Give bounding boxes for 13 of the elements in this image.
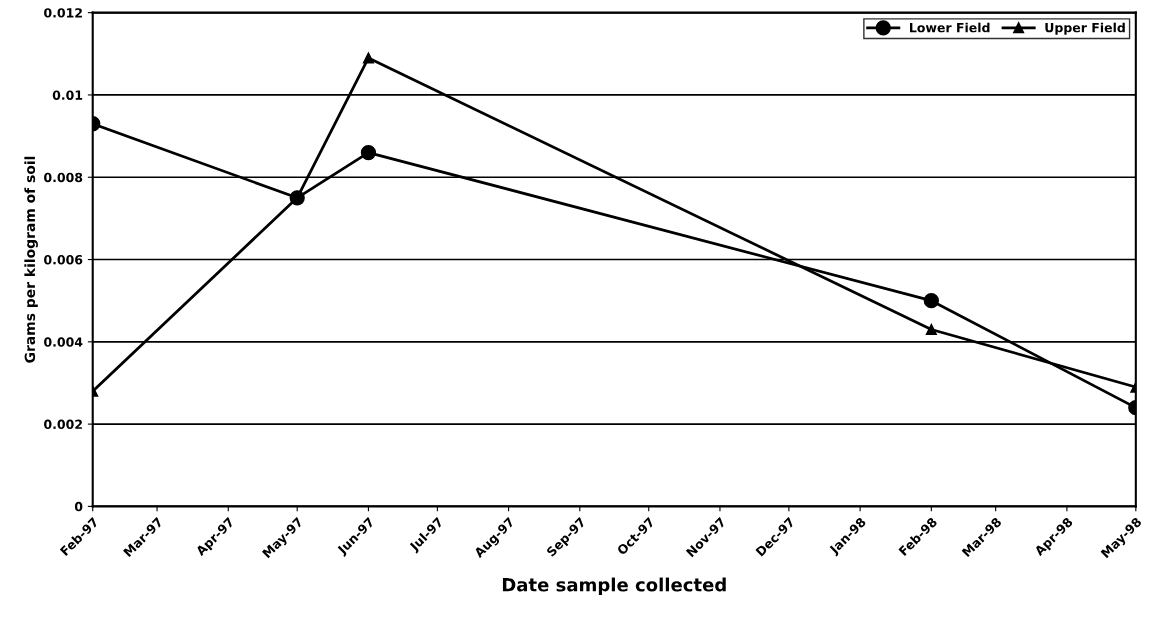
y-tick-label: 0.006 <box>44 255 83 265</box>
y-tick-label: 0 <box>74 501 83 512</box>
point <box>360 144 377 161</box>
y-tick-label: 0.004 <box>44 337 83 347</box>
point <box>923 293 939 309</box>
y-tick-label: 0.008 <box>44 172 83 183</box>
y-tick-label: 0.002 <box>44 419 82 430</box>
legend-label: Lower Field <box>910 22 990 33</box>
legend-label: Upper Field <box>1045 22 1125 35</box>
x-axis-title: Date sample collected <box>502 577 726 596</box>
y-axis-title: Grams per kilogram of soil <box>24 156 38 363</box>
y-tick-label: 0.01 <box>52 90 83 100</box>
y-tick-label: 0.012 <box>44 8 82 18</box>
